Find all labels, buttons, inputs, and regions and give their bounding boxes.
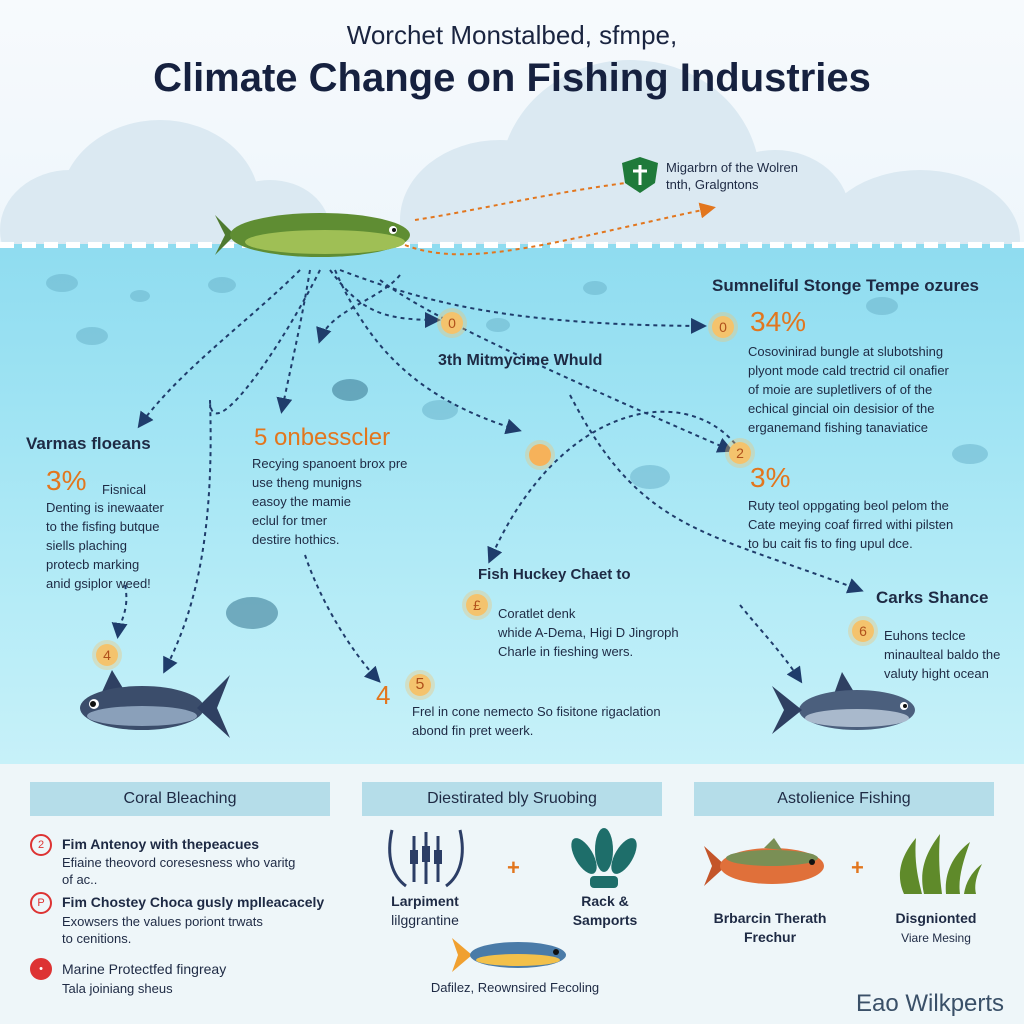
salmon-icon: [704, 838, 824, 886]
sky-background: [0, 0, 1024, 248]
text-line: to cenitions.: [62, 931, 132, 946]
section-text-oceans: Denting is inewaater to the fisfing butq…: [46, 498, 164, 593]
text-line: use theng munigns: [252, 475, 362, 490]
badge-icon: 0: [441, 312, 463, 334]
text-line: Frel in cone nemecto So fisitone rigacla…: [412, 704, 661, 719]
section-text-mid-right: Ruty teol oppgating beol pelom the Cate …: [748, 496, 953, 553]
text-line: Euhons teclce: [884, 628, 966, 643]
background-fish-group: [46, 274, 988, 629]
badge-icon: £: [466, 594, 488, 616]
list-item-title: Marine Protectfed fingreay: [62, 961, 227, 977]
shield-icon: [622, 157, 658, 193]
section-text-right: Euhons teclce minaulteal baldo the valut…: [884, 626, 1000, 683]
text-line: to the fisfing butque: [46, 519, 160, 534]
seaweed-icon: [571, 828, 637, 888]
text-line: to bu cait fis to fing upul dce.: [748, 536, 913, 551]
panel-header-aquaculture: Astolienice Fishing: [694, 782, 994, 816]
text-line: Exowsers the values poriont trwats: [62, 914, 263, 929]
plus-icon: +: [507, 855, 520, 880]
step-number: 4: [376, 680, 391, 710]
text-line: of moie are supletlivers of of the: [748, 382, 933, 397]
list-item-title: Fim Antenoy with thepeacues: [62, 836, 260, 852]
text-line: Charle in fieshing wers.: [498, 644, 634, 659]
list-item-text: Exowsers the values poriont trwats to ce…: [62, 913, 263, 947]
section-heading-oceans: Varmas floeans: [26, 434, 151, 453]
text-line: Efiaine theovord coresesness who varitg: [62, 855, 296, 870]
panel-header-distributed: Diestirated bly Sruobing: [362, 782, 662, 816]
page-title: Climate Change on Fishing Industries: [153, 56, 871, 100]
list-bullet-icon: P: [30, 892, 52, 914]
text-line: Coratlet denk: [498, 606, 576, 621]
list-bullet-icon: 2: [30, 834, 52, 856]
section-text-mid-left: Recying spanoent brox pre use theng muni…: [252, 454, 407, 549]
text-line: valuty hight ocean: [884, 666, 989, 681]
text-line: echical gincial oin desisior of the: [748, 401, 935, 416]
migration-note-line1: Migarbrn of the Wolren: [666, 160, 798, 175]
text-line: minaulteal baldo the: [884, 647, 1001, 662]
section-heading-center: Fish Huckey Chaet to: [478, 566, 631, 583]
list-bullet-icon: •: [30, 958, 52, 980]
text-line: protecb marking: [46, 557, 140, 572]
text-line: Ruty teol oppgating beol pelom the: [748, 498, 949, 513]
item-subtitle: Viare Mesing: [901, 931, 971, 945]
list-item-title: Fim Chostey Choca gusly mplleacacely: [62, 894, 325, 910]
badge-icon: 6: [852, 620, 874, 642]
text-line: anid gsiplor weed!: [46, 576, 151, 591]
list-item-text: Efiaine theovord coresesness who varitg …: [62, 854, 295, 888]
mackerel-fish-illustration: [215, 213, 410, 257]
colorful-fish-icon: [452, 938, 566, 972]
item-subtitle: Frechur: [743, 929, 797, 945]
text-line: eclul for tmer: [252, 513, 328, 528]
item-title: Disgnionted: [895, 910, 977, 926]
item-title: Rack &: [581, 893, 629, 909]
text-line: Cate meying coaf firred withi pilsten: [748, 517, 954, 532]
sea-surface-line: [0, 242, 1024, 248]
brand-logo: Eao Wilkperts: [856, 990, 1005, 1017]
text-line: of ac..: [62, 872, 98, 887]
badge-icon: 4: [96, 644, 118, 666]
badge-icon: 0: [712, 316, 734, 338]
flow-diagram-svg: [46, 173, 988, 684]
text-line: abond fin pret weerk.: [412, 723, 534, 738]
section-heading-right: Carks Shance: [876, 588, 989, 607]
section-text-center: Coratlet denk whide A-Dema, Higi D Jingr…: [498, 604, 679, 661]
text-line: plyont mode cald trectrid cil onafier: [748, 363, 949, 378]
center-label: 3th Mitmycime Whuld: [438, 352, 603, 369]
text-line: easoy the mamie: [252, 494, 351, 509]
percentage-value: 34%: [750, 306, 807, 337]
text-line: Recying spanoent brox pre: [252, 456, 408, 471]
plus-icon: +: [851, 855, 864, 880]
fishing-gear-icon: [388, 829, 464, 888]
percentage-value: 3%: [46, 465, 87, 496]
panel-header-coral-bleaching: Coral Bleaching: [30, 782, 330, 816]
tuna-fish-illustration-right: [772, 672, 915, 734]
badge-icon: [529, 444, 551, 466]
list-item-text: Tala joiniang sheus: [62, 981, 173, 996]
migration-note-line2: tnth, Gralgntons: [666, 177, 759, 192]
text-line: siells plaching: [46, 538, 127, 553]
percentage-value: 3%: [750, 462, 791, 493]
section-heading-mid-left: 5 onbesscler: [254, 424, 391, 451]
text-line: erganemand fishing tanaviatice: [748, 420, 928, 435]
section-heading-temperatures: Sumneliful Stonge Tempe ozures: [712, 276, 979, 295]
panel-caption: Dafilez, Reownsired Fecoling: [430, 980, 600, 995]
text-line: Cosovinirad bungle at slubotshing: [748, 344, 944, 359]
text-line: destire hothics.: [252, 532, 340, 547]
badge-icon: 5: [409, 674, 431, 696]
badge-icon: 2: [729, 442, 751, 464]
item-subtitle: lilggrantine: [391, 912, 459, 928]
header-subtitle: Worchet Monstalbed, sfmpe,: [346, 20, 678, 50]
item-title: Brbarcin Therath: [713, 910, 827, 926]
item-subtitle: Samports: [572, 912, 638, 928]
text-line: Denting is inewaater: [46, 500, 164, 515]
ocean-background: [0, 244, 1024, 764]
percentage-caption: Fisnical: [102, 482, 147, 497]
section-text-temperatures: Cosovinirad bungle at slubotshing plyont…: [748, 342, 949, 437]
tuna-fish-illustration-left: [80, 670, 230, 738]
section-text-bottom-center: Frel in cone nemecto So fisitone rigacla…: [412, 702, 661, 740]
migration-note: Migarbrn of the Wolren tnth, Gralgntons: [666, 159, 798, 193]
item-title: Larpiment: [391, 893, 459, 909]
kelp-icon: [899, 834, 982, 894]
text-line: whide A-Dema, Higi D Jingroph: [498, 625, 679, 640]
